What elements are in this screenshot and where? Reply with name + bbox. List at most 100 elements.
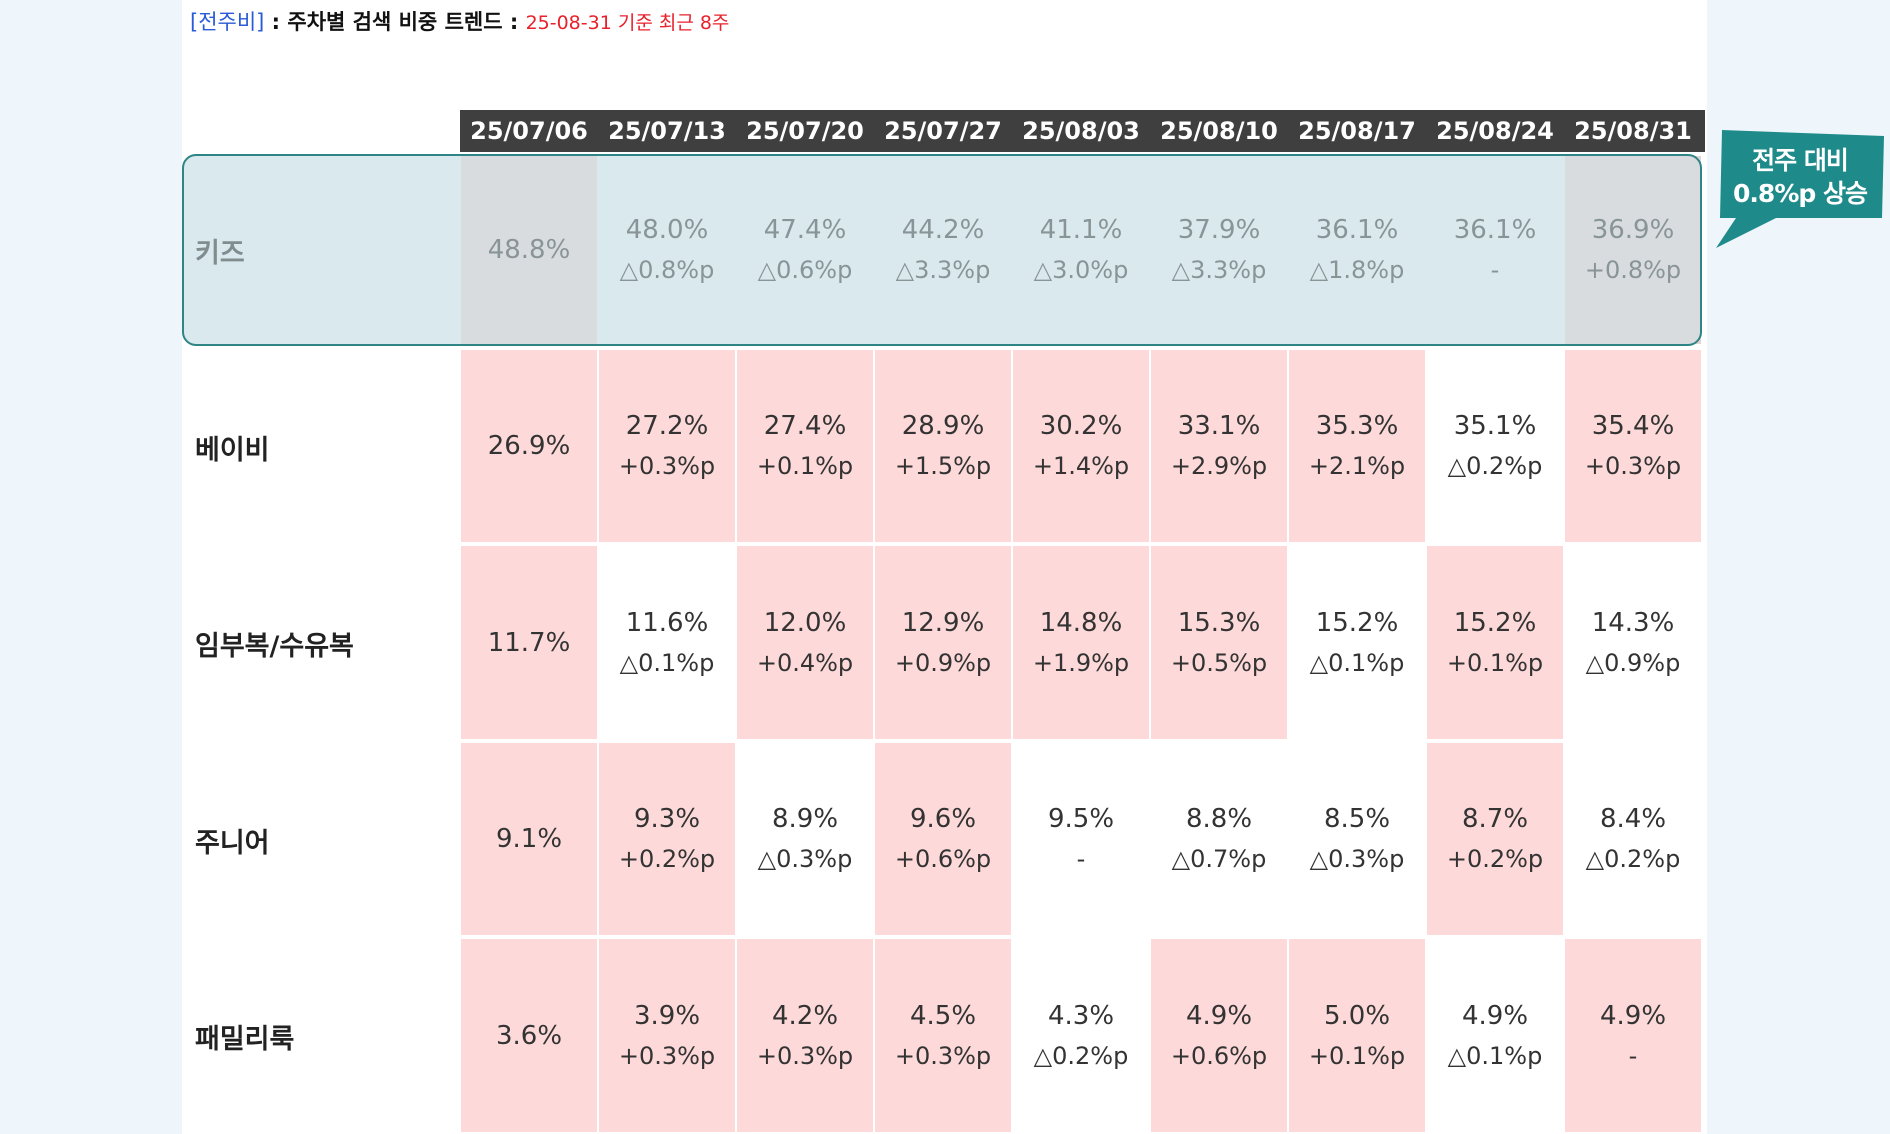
cell-value: 35.4% — [1591, 411, 1675, 441]
cell-value: 33.1% — [1177, 411, 1261, 441]
table-cell: 27.4% +0.1%p — [737, 350, 873, 542]
cell-delta: △0.1%p — [1309, 648, 1405, 677]
cell-value: 4.3% — [1047, 1000, 1115, 1031]
column-header: 25/08/17 — [1298, 117, 1416, 145]
cell-delta: +0.3%p — [756, 1041, 854, 1070]
cell-delta: +0.1%p — [1308, 1041, 1406, 1070]
cell-delta: △0.1%p — [1447, 1041, 1543, 1070]
table-cell: 48.0% △0.8%p — [599, 156, 735, 344]
table-cell: 36.1% △1.8%p — [1289, 156, 1425, 344]
cell-value: 14.8% — [1039, 607, 1123, 638]
table-cell: 33.1% +2.9%p — [1151, 350, 1287, 542]
cell-value: 3.6% — [495, 1020, 563, 1051]
cell-delta: - — [1076, 845, 1086, 873]
table-cell: 8.8% △0.7%p — [1151, 743, 1287, 935]
table-cell: 26.9% — [461, 350, 597, 542]
cell-delta: +0.3%p — [894, 1041, 992, 1070]
table-cell: 8.7% +0.2%p — [1427, 743, 1563, 935]
cell-value: 9.5% — [1047, 804, 1115, 834]
cell-delta: △0.7%p — [1171, 845, 1267, 873]
cell-delta: △0.8%p — [619, 256, 715, 284]
cell-value: 8.8% — [1185, 804, 1253, 834]
table-cell: 12.9% +0.9%p — [875, 546, 1011, 739]
cell-value: 15.3% — [1177, 607, 1261, 638]
cell-delta: +0.6%p — [894, 845, 992, 873]
cell-value: 15.2% — [1453, 607, 1537, 638]
cell-value: 8.4% — [1599, 804, 1667, 834]
cell-value: 8.5% — [1323, 804, 1391, 834]
cell-value: 4.5% — [909, 1000, 977, 1031]
table-cell: 47.4% △0.6%p — [737, 156, 873, 344]
cell-value: 5.0% — [1323, 1000, 1391, 1031]
cell-delta: +0.8%p — [1584, 256, 1682, 284]
column-header: 25/07/13 — [608, 117, 726, 145]
cell-value: 44.2% — [901, 215, 985, 245]
table-cell: 5.0% +0.1%p — [1289, 939, 1425, 1132]
cell-value: 9.6% — [909, 804, 977, 834]
row-label: 임부복/수유복 — [195, 631, 354, 662]
table-cell: 27.2% +0.3%p — [599, 350, 735, 542]
cell-delta: △0.9%p — [1585, 648, 1681, 677]
cell-delta: +0.3%p — [618, 1041, 716, 1070]
table-cell: 9.3% +0.2%p — [599, 743, 735, 935]
cell-value: 14.3% — [1591, 607, 1675, 638]
table-cell: 11.7% — [461, 546, 597, 739]
table-cell: 8.9% △0.3%p — [737, 743, 873, 935]
cell-delta: +0.1%p — [756, 452, 854, 480]
title-main: 주차별 검색 비중 트렌드 — [287, 10, 503, 34]
cell-value: 36.1% — [1315, 215, 1399, 245]
table-cell: 4.9% - — [1565, 939, 1701, 1132]
title-bracket: [전주비] — [190, 10, 265, 34]
table-header: 25/07/06 25/07/13 25/07/20 25/07/27 25/08/03… — [460, 110, 1705, 152]
cell-value: 48.0% — [625, 215, 709, 245]
title-separator-2: : — [502, 10, 526, 34]
cell-delta: △0.2%p — [1585, 845, 1681, 873]
table-cell: 4.5% +0.3%p — [875, 939, 1011, 1132]
cell-value: 12.0% — [763, 607, 847, 638]
cell-value: 36.1% — [1453, 215, 1537, 245]
table-cell: 9.6% +0.6%p — [875, 743, 1011, 935]
page-title: [전주비] : 주차별 검색 비중 트렌드 : 25-08-31 기준 최근 8… — [190, 4, 729, 40]
table-cell: 30.2% +1.4%p — [1013, 350, 1149, 542]
cell-value: 35.1% — [1453, 411, 1537, 441]
cell-delta: +1.4%p — [1032, 452, 1130, 480]
cell-value: 15.2% — [1315, 607, 1399, 638]
cell-delta: △0.2%p — [1447, 452, 1543, 480]
cell-value: 4.9% — [1185, 1000, 1253, 1031]
cell-delta: +2.9%p — [1170, 452, 1268, 480]
callout-text: 전주 대비 0.8%p 상승 — [1716, 144, 1884, 210]
cell-value: 30.2% — [1039, 411, 1123, 441]
table-cell: 8.5% △0.3%p — [1289, 743, 1425, 935]
cell-value: 36.9% — [1591, 215, 1675, 245]
table-cell: 4.2% +0.3%p — [737, 939, 873, 1132]
table-cell: 41.1% △3.0%p — [1013, 156, 1149, 344]
table-cell: 3.9% +0.3%p — [599, 939, 735, 1132]
cell-delta: +0.6%p — [1170, 1041, 1268, 1070]
cell-value: 8.9% — [771, 804, 839, 834]
column-header: 25/08/31 — [1574, 117, 1692, 145]
cell-delta: +1.9%p — [1032, 648, 1130, 677]
row-label: 주니어 — [195, 827, 270, 859]
table-cell: 3.6% — [461, 939, 597, 1132]
table-cell: 4.3% △0.2%p — [1013, 939, 1149, 1132]
cell-value: 47.4% — [763, 215, 847, 245]
cell-value: 37.9% — [1177, 215, 1261, 245]
cell-value: 26.9% — [487, 431, 571, 461]
cell-value: 41.1% — [1039, 215, 1123, 245]
row-label: 키즈 — [195, 237, 245, 269]
column-header: 25/07/27 — [884, 117, 1002, 145]
cell-delta: +0.3%p — [1584, 452, 1682, 480]
table-cell: 8.4% △0.2%p — [1565, 743, 1701, 935]
cell-value: 4.9% — [1599, 1000, 1667, 1031]
cell-delta: △1.8%p — [1309, 256, 1405, 284]
cell-delta: △0.3%p — [1309, 845, 1405, 873]
cell-delta: +0.2%p — [1446, 845, 1544, 873]
cell-delta: +0.4%p — [756, 648, 854, 677]
cell-delta: +2.1%p — [1308, 452, 1406, 480]
column-header: 25/08/10 — [1160, 117, 1278, 145]
cell-value: 4.2% — [771, 1000, 839, 1031]
title-separator: : — [264, 10, 288, 34]
cell-value: 12.9% — [901, 607, 985, 638]
cell-delta: △3.3%p — [895, 256, 991, 284]
cell-value: 11.7% — [487, 627, 571, 658]
